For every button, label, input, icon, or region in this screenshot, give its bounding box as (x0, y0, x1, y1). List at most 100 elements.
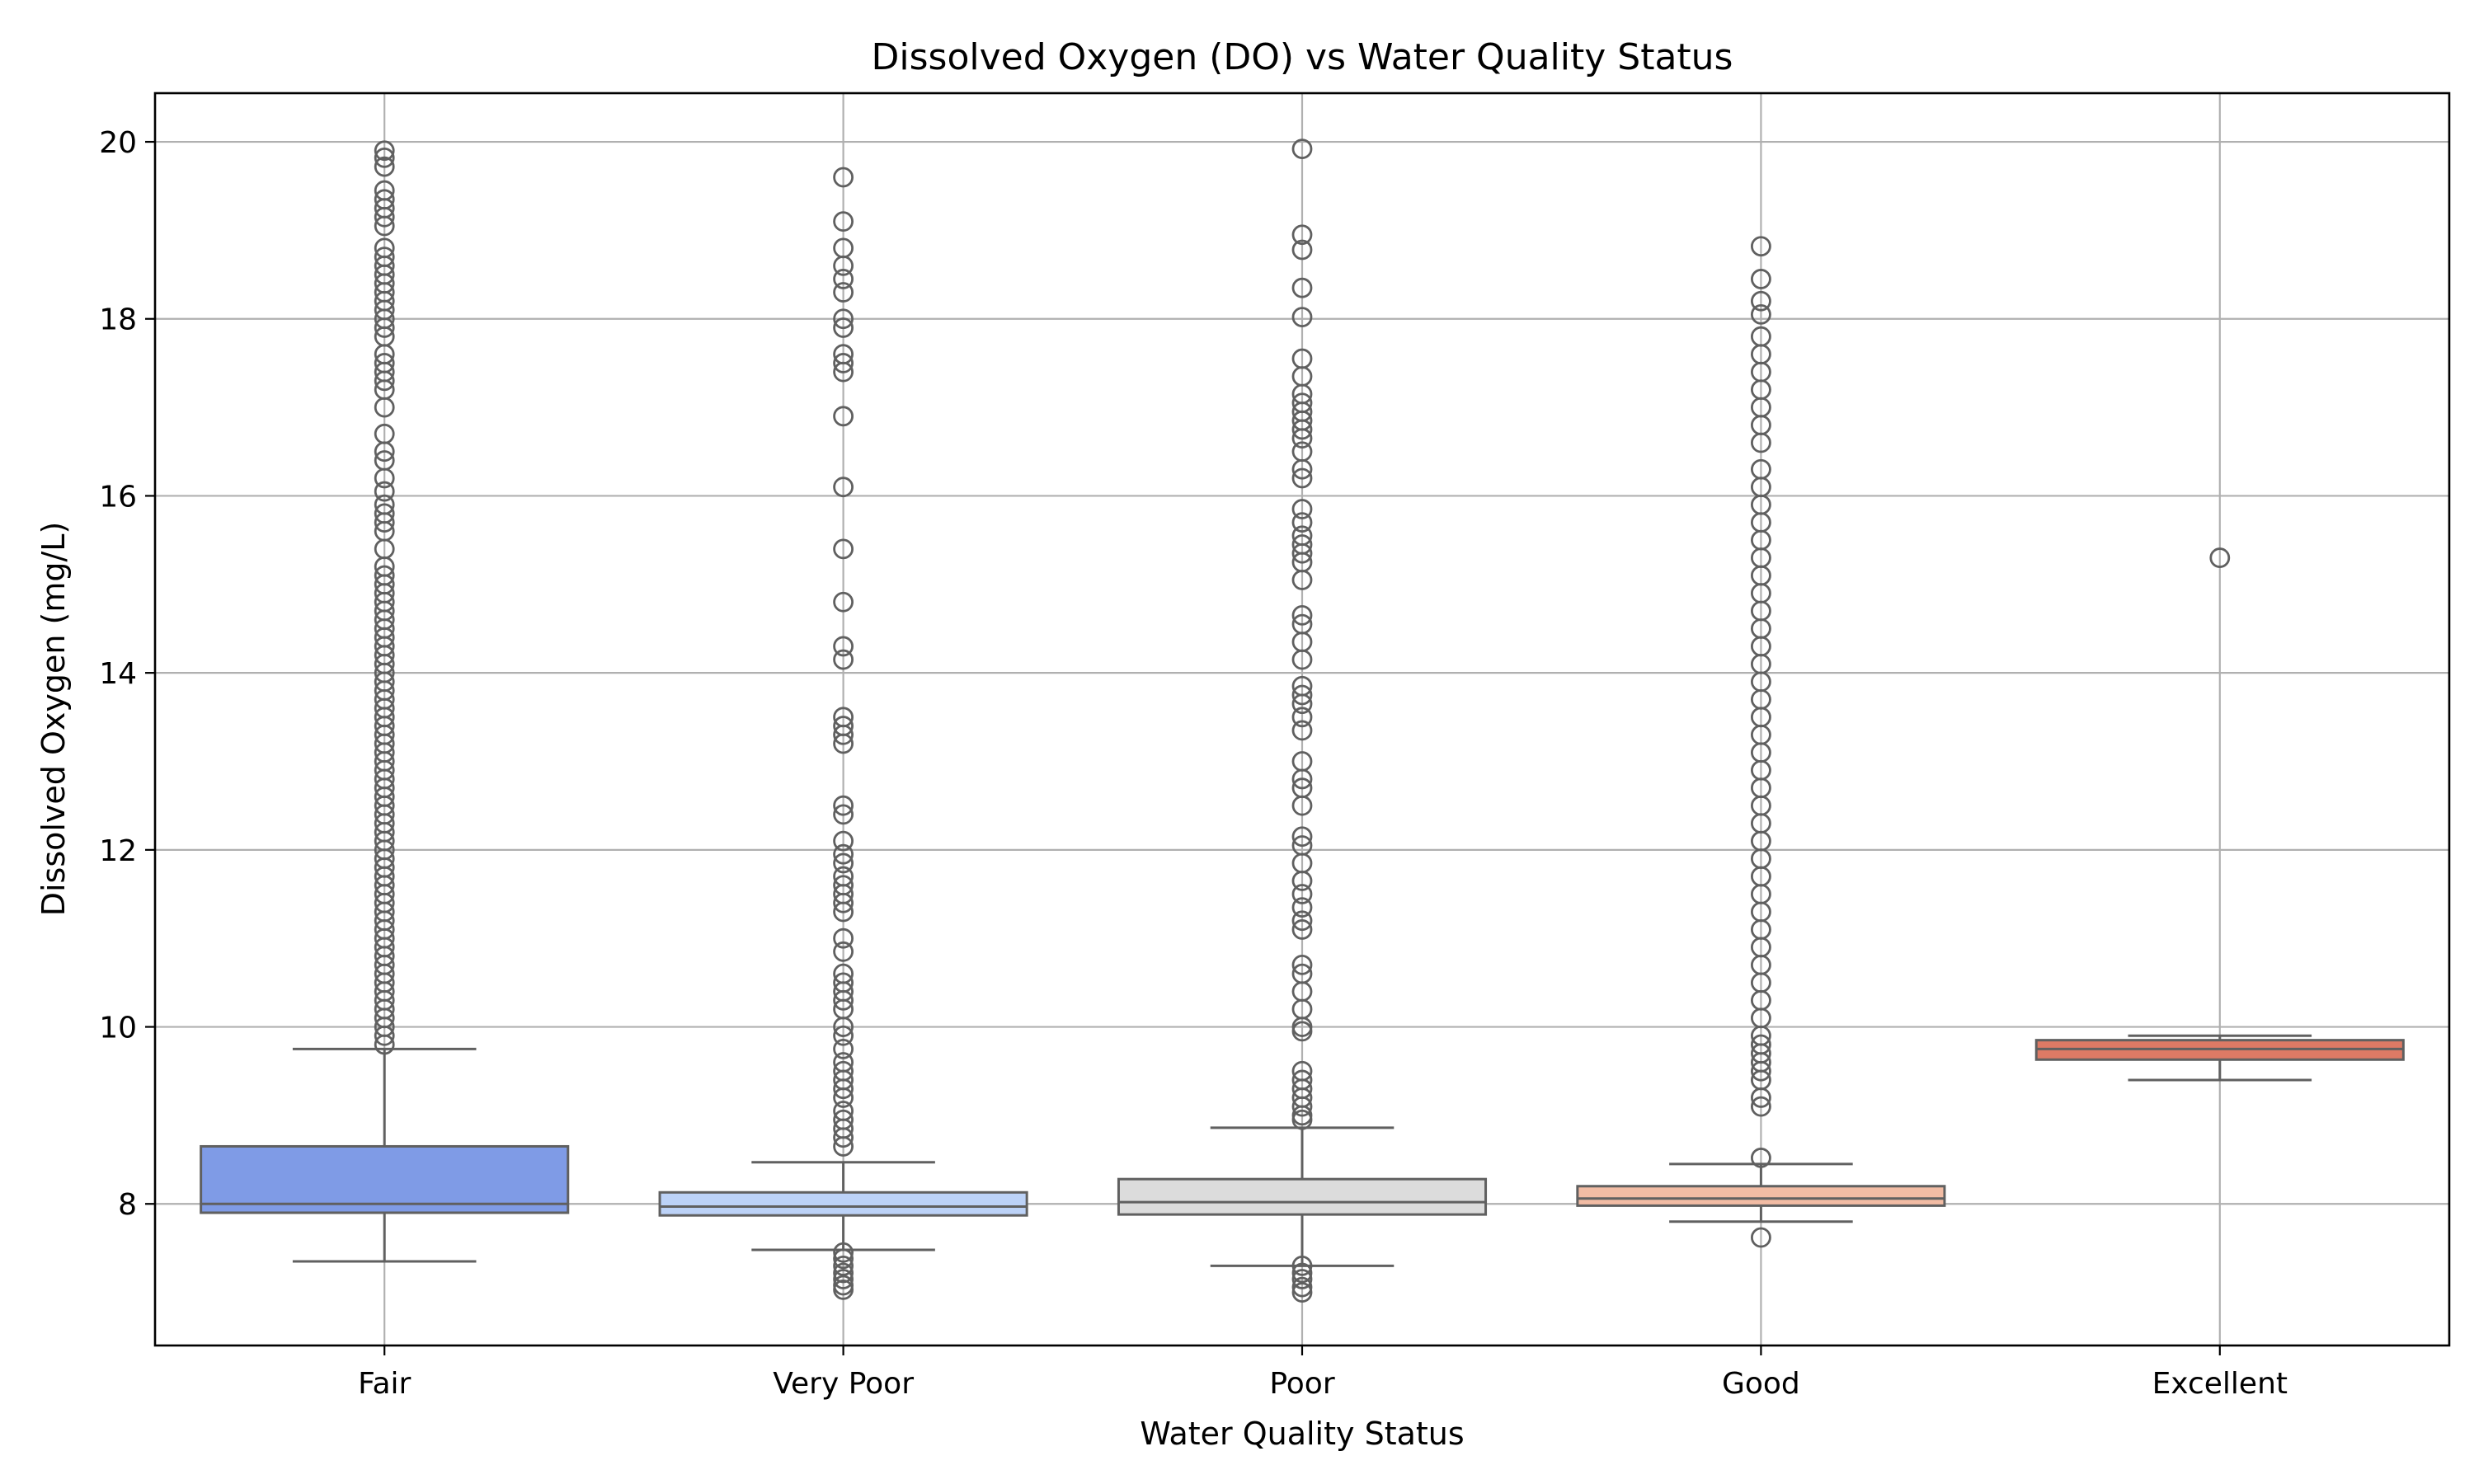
outlier-point (833, 636, 854, 657)
y-tick-label: 12 (99, 834, 137, 868)
outlier-point (1291, 277, 1313, 298)
x-tick-label: Poor (1269, 1367, 1334, 1401)
outlier-point (1291, 239, 1313, 261)
box-group-good (1576, 236, 1946, 1248)
outlier-point (374, 215, 395, 237)
outlier-point (833, 1136, 854, 1157)
box-group-excellent (2034, 547, 2405, 1082)
outlier-point (833, 1025, 854, 1046)
y-tick-label: 10 (99, 1012, 137, 1045)
outlier-point (1750, 432, 1771, 453)
outlier-point (833, 852, 854, 874)
outlier-point (374, 441, 395, 463)
y-tick-label: 18 (99, 303, 137, 337)
outlier-point (1291, 419, 1313, 440)
outlier-point (1291, 871, 1313, 891)
outlier-point (833, 1242, 854, 1263)
outlier-point (833, 361, 854, 383)
outlier-point (1291, 499, 1313, 519)
y-tick-label: 8 (118, 1188, 137, 1222)
outlier-point (374, 1025, 395, 1046)
outlier-point (833, 353, 854, 373)
outlier-point (1291, 1021, 1313, 1042)
outlier-point (833, 406, 854, 427)
outlier-point (1291, 910, 1313, 932)
x-tick-label: Very Poor (773, 1367, 914, 1401)
outlier-point (2209, 547, 2231, 568)
outlier-point (1291, 693, 1313, 715)
outlier-point (374, 206, 395, 228)
outlier-point (1291, 768, 1313, 790)
outlier-point (833, 843, 854, 865)
outlier-point (833, 928, 854, 949)
outlier-point (374, 1034, 395, 1055)
outlier-point (374, 317, 395, 338)
outlier-point (1750, 1096, 1771, 1117)
iqr-box (200, 1144, 570, 1214)
outlier-point (833, 538, 854, 560)
outlier-point (374, 140, 395, 162)
outlier-point (1291, 1255, 1313, 1276)
outlier-point (374, 156, 395, 177)
outlier-point (833, 733, 854, 754)
outlier-point (1291, 1262, 1313, 1284)
outlier-point (1291, 139, 1313, 160)
grid-layer (155, 93, 2449, 1345)
outlier-point (1291, 467, 1313, 489)
outlier-point (833, 1279, 854, 1300)
box-group-very-poor (658, 167, 1028, 1300)
outlier-point (1291, 458, 1313, 480)
outlier-point (1291, 1096, 1313, 1117)
outlier-point (374, 467, 395, 489)
outlier-point (1291, 224, 1313, 246)
outlier-point (374, 370, 395, 392)
outlier-point (833, 830, 854, 852)
outlier-point (1291, 720, 1313, 741)
outlier-point (833, 477, 854, 498)
outlier-point (374, 147, 395, 168)
tick-layer: 8 10 12 14 16 18 20 Fair Very Poor Poor Good Excell… (99, 126, 2288, 1401)
outlier-point (833, 989, 854, 1011)
outlier-point (1291, 1269, 1313, 1289)
outlier-point (833, 1255, 854, 1276)
outlier-point (1750, 1148, 1771, 1168)
y-tick-label: 16 (99, 480, 137, 514)
outlier-point (1750, 269, 1771, 289)
outlier-point (833, 804, 854, 825)
outlier-point (833, 591, 854, 613)
y-tick-label: 20 (99, 126, 137, 160)
box-group-poor (1117, 139, 1488, 1303)
outlier-point (1291, 954, 1313, 975)
outlier-point (1291, 897, 1313, 918)
y-tick-label: 14 (99, 657, 137, 691)
outlier-point (1750, 1227, 1771, 1248)
outlier-point (833, 282, 854, 303)
outlier-point (1750, 1060, 1771, 1082)
outlier-point (1750, 236, 1771, 257)
outlier-point (833, 1017, 854, 1037)
outlier-point (833, 255, 854, 276)
outlier-point (833, 1038, 854, 1059)
x-tick-label: Good (1722, 1367, 1800, 1401)
outlier-point (1291, 604, 1313, 626)
outlier-point (1291, 884, 1313, 904)
outlier-point (1291, 919, 1313, 940)
outlier-point (833, 167, 854, 188)
outlier-point (833, 724, 854, 745)
outlier-point (1291, 684, 1313, 706)
x-tick-label: Fair (358, 1367, 411, 1401)
outlier-point (833, 211, 854, 232)
outlier-point (833, 901, 854, 923)
outlier-point (833, 308, 854, 330)
outlier-point (374, 397, 395, 418)
outlier-point (1291, 707, 1313, 728)
outlier-point (833, 941, 854, 962)
outlier-point (1750, 290, 1771, 312)
outlier-point (833, 649, 854, 670)
iqr-box (1576, 1185, 1946, 1207)
outlier-point (833, 1248, 854, 1270)
outlier-point (374, 481, 395, 502)
outlier-point (833, 795, 854, 816)
x-axis-label: Water Quality Status (1140, 1416, 1464, 1452)
